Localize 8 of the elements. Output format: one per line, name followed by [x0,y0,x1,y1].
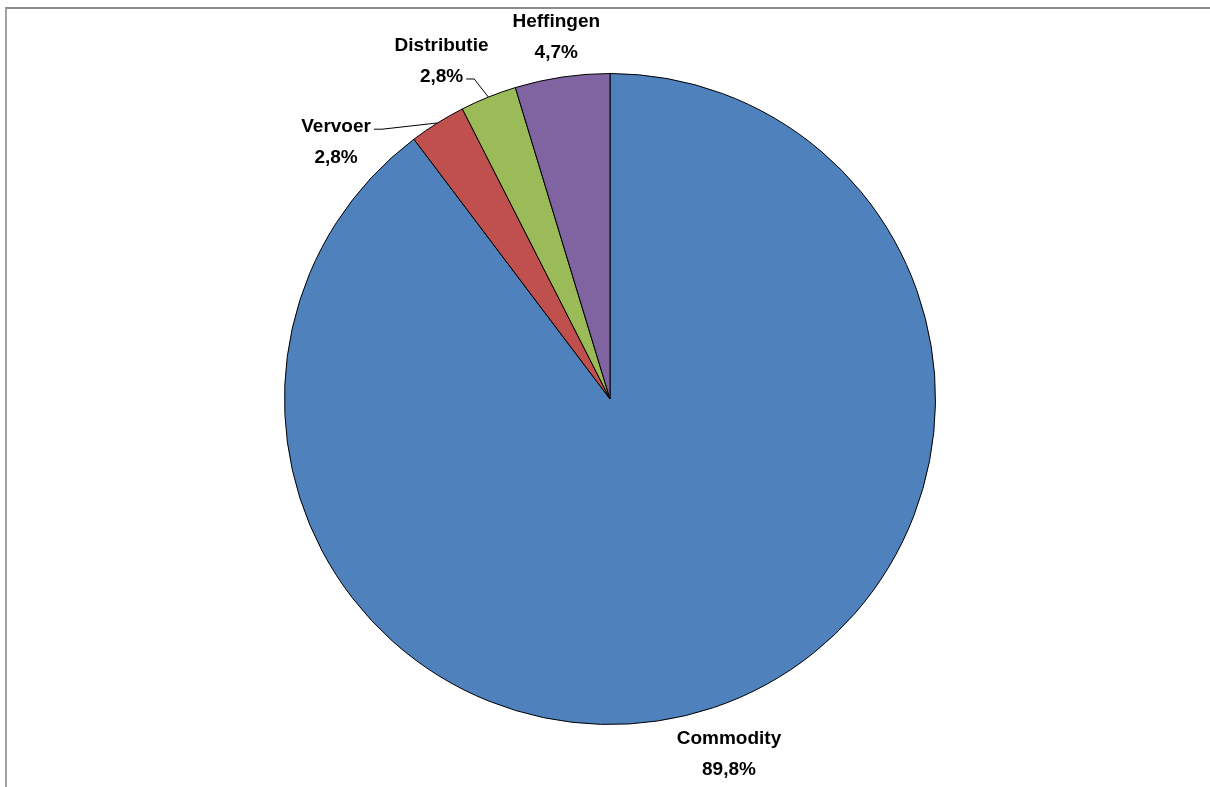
slice-label: Heffingen [512,10,601,32]
data-label: 2,8% [419,65,464,87]
data-label: 2,8% [314,146,358,168]
data-label: 4,7% [534,41,579,63]
slice-label: Commodity [676,726,782,748]
data-label: 89,8% [702,757,756,779]
slice-label: Distributie [394,34,489,56]
slice-label: Vervoer [301,115,372,137]
